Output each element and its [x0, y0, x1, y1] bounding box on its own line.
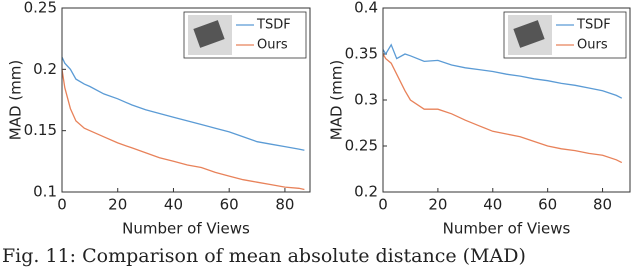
legend-object [513, 20, 545, 48]
x-tick-label: 40 [164, 196, 183, 214]
series-line [382, 53, 623, 164]
axes-frame [382, 7, 631, 193]
x-tick-label: 80 [275, 196, 294, 214]
legend-label: TSDF [256, 18, 291, 33]
x-tick-label: 0 [57, 196, 67, 214]
series-line [61, 69, 305, 191]
y-tick-label: 0.3 [354, 91, 378, 109]
y-tick-label: 0.1 [33, 183, 57, 201]
x-tick-label: 40 [483, 196, 502, 214]
legend-object [193, 20, 225, 48]
series-line [61, 56, 305, 151]
caption: Fig. 11: Comparison of mean absolute dis… [2, 245, 526, 267]
x-tick-label: 80 [593, 196, 612, 214]
series-line [382, 43, 623, 99]
y-tick-label: 0.35 [345, 45, 378, 63]
y-tick-label: 0.2 [354, 183, 378, 201]
x-tick-label: 60 [538, 196, 557, 214]
legend-label: Ours [257, 38, 288, 53]
y-tick-label: 0.25 [345, 137, 378, 155]
y-tick-label: 0.15 [24, 121, 57, 139]
x-tick-label: 20 [108, 196, 127, 214]
y-tick-label: 0.4 [354, 0, 378, 17]
y-axis-label: MAD (mm) [328, 60, 346, 140]
y-tick-label: 0.25 [24, 0, 57, 17]
legend-label: Ours [577, 38, 608, 53]
x-tick-label: 20 [428, 196, 447, 214]
y-axis-label: MAD (mm) [7, 60, 25, 140]
axes-frame [61, 7, 311, 193]
x-tick-label: 60 [220, 196, 239, 214]
x-axis-label: Number of Views [122, 220, 250, 238]
y-tick-label: 0.2 [33, 60, 57, 78]
x-tick-label: 0 [378, 196, 388, 214]
legend-label: TSDF [576, 18, 611, 33]
x-axis-label: Number of Views [443, 220, 571, 238]
